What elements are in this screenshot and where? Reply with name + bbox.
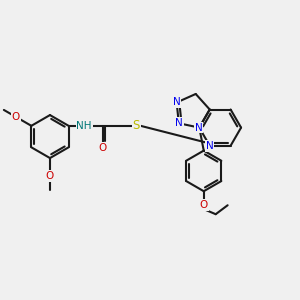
Text: O: O bbox=[46, 171, 54, 181]
Text: N: N bbox=[175, 118, 183, 128]
Text: NH: NH bbox=[76, 121, 92, 131]
Text: O: O bbox=[200, 200, 208, 210]
Text: N: N bbox=[195, 123, 203, 133]
Text: O: O bbox=[12, 112, 20, 122]
Text: N: N bbox=[173, 98, 181, 107]
Text: S: S bbox=[133, 119, 140, 132]
Text: O: O bbox=[98, 143, 107, 153]
Text: N: N bbox=[206, 141, 214, 151]
